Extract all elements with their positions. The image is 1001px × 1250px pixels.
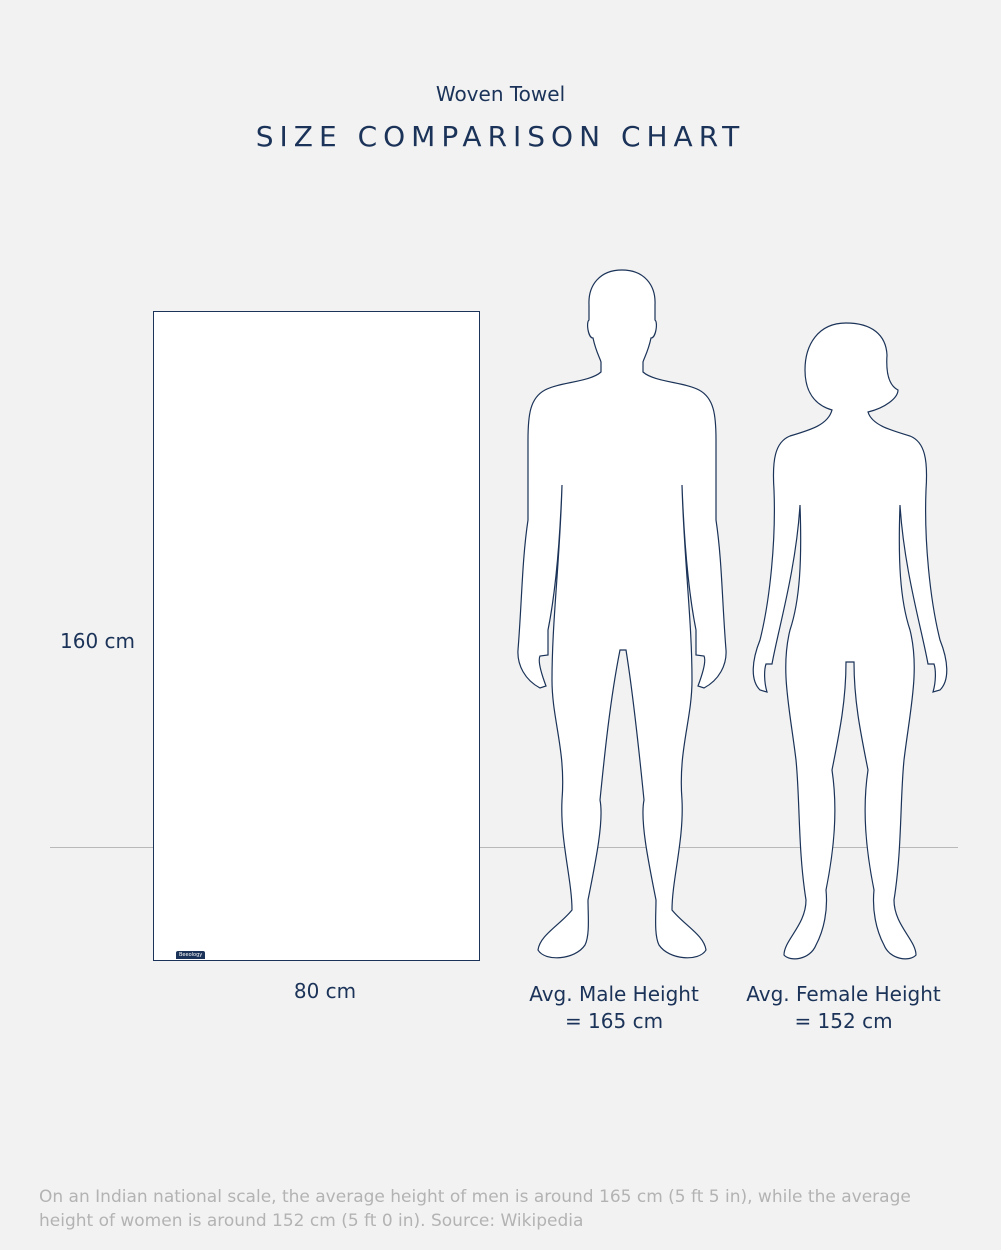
footnote: On an Indian national scale, the average… xyxy=(39,1187,911,1231)
female-silhouette-icon xyxy=(752,322,948,960)
towel-width-label: 80 cm xyxy=(293,979,357,1003)
male-label-line2: = 165 cm xyxy=(564,1009,664,1033)
female-label-line2: = 152 cm xyxy=(794,1009,893,1033)
towel-logo: Beeology xyxy=(176,951,206,959)
floor-line xyxy=(50,847,958,848)
female-height-label: Avg. Female Height = 152 cm xyxy=(741,981,946,1035)
male-height-label: Avg. Male Height = 165 cm xyxy=(514,981,714,1035)
product-subtitle: Woven Towel xyxy=(435,82,566,106)
page-title: SIZE COMPARISON CHART xyxy=(255,120,746,153)
male-silhouette-icon xyxy=(517,269,727,959)
towel-height-label: 160 cm xyxy=(60,629,136,653)
female-label-line1: Avg. Female Height xyxy=(746,982,941,1006)
towel-rectangle: Beeology xyxy=(153,311,480,961)
male-label-line1: Avg. Male Height xyxy=(529,982,699,1006)
